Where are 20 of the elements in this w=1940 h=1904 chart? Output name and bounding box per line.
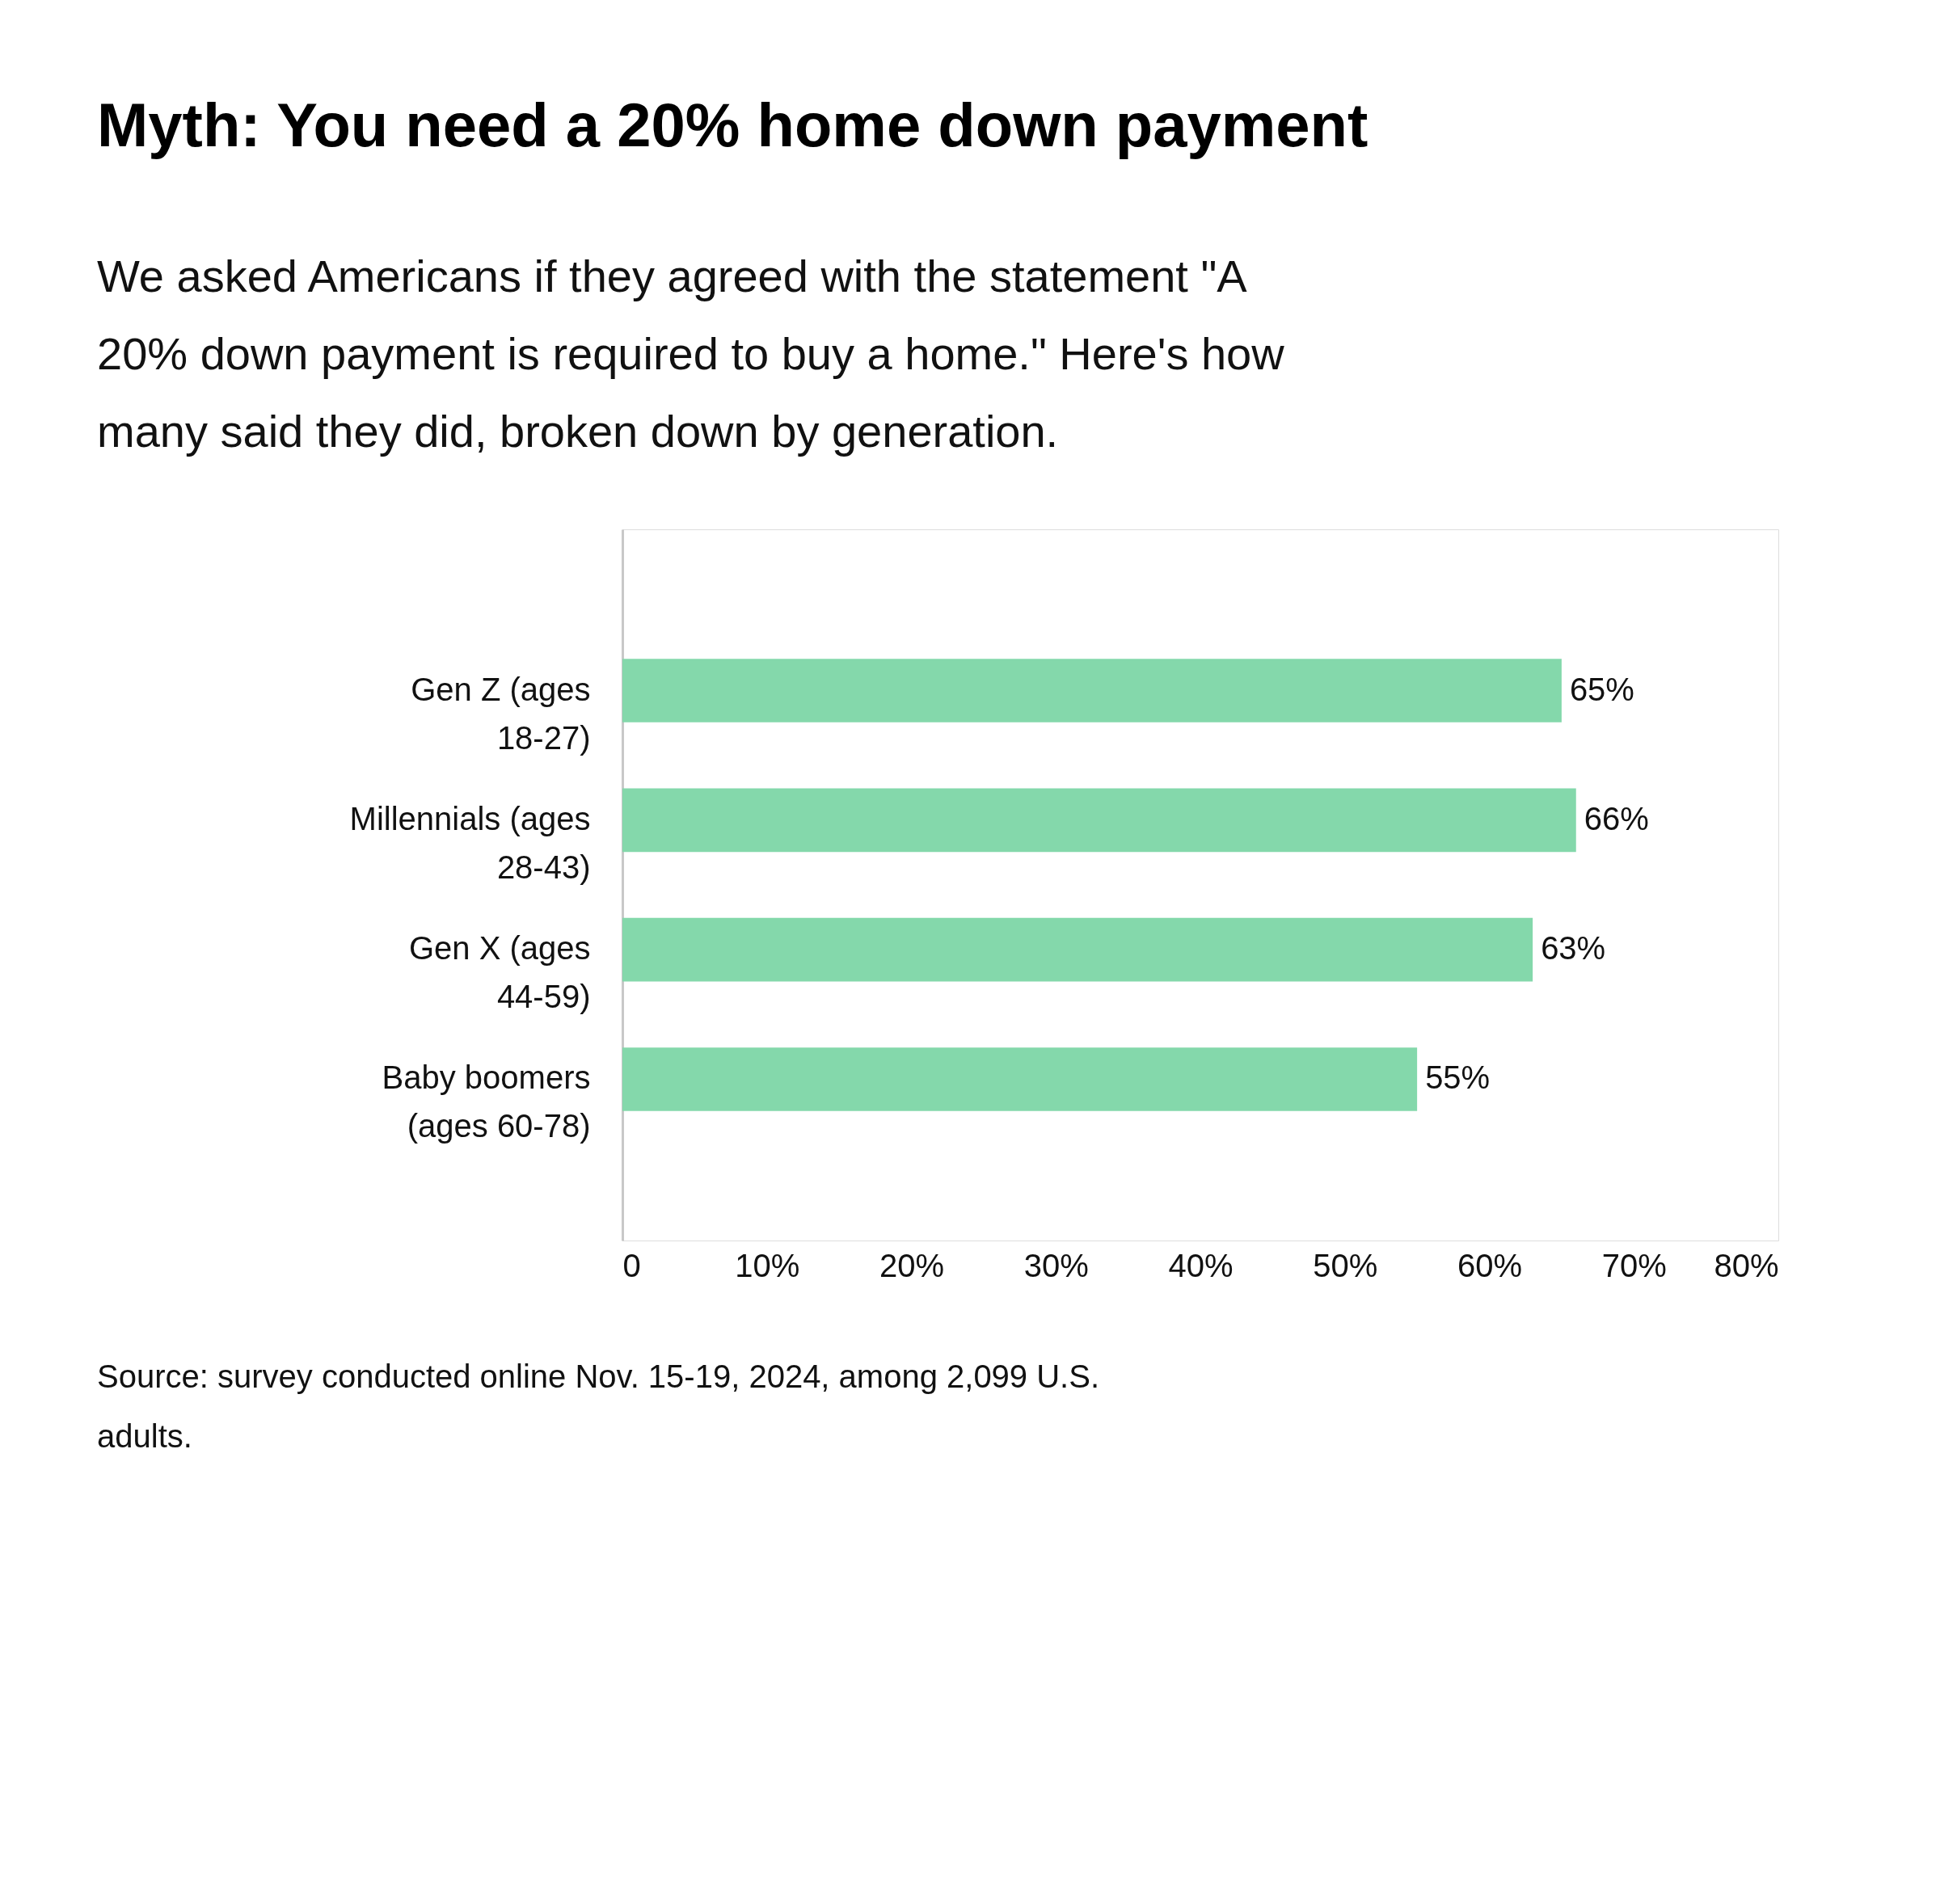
x-tick-label: 70% bbox=[1601, 1247, 1667, 1283]
x-tick-label: 20% bbox=[879, 1247, 945, 1283]
data-label: 66% bbox=[1584, 800, 1649, 836]
source-note: Source: survey conducted online Nov. 15-19, 2024, among 2,099 U.S. adults. bbox=[97, 1358, 1100, 1454]
y-tick-label: Gen Z (ages 18-27) bbox=[411, 671, 591, 756]
data-label: 63% bbox=[1541, 930, 1606, 967]
x-tick-label: 50% bbox=[1313, 1247, 1378, 1283]
x-tick-label: 40% bbox=[1168, 1247, 1234, 1283]
x-tick-label: 10% bbox=[735, 1247, 800, 1283]
x-tick-label: 80% bbox=[1714, 1247, 1779, 1283]
x-tick-label: 60% bbox=[1457, 1247, 1523, 1283]
data-label: 55% bbox=[1425, 1059, 1491, 1096]
y-tick-label: Millennials (ages 28-43) bbox=[349, 800, 591, 885]
y-tick-label: Baby boomers (ages 60-78) bbox=[382, 1059, 591, 1144]
chart-title: Myth: You need a 20% home down payment bbox=[97, 91, 1369, 159]
chart-subtitle: We asked Americans if they agreed with the statement "A 20% down payment is required to buy a home." Here's how many said they did, broken down by generation. bbox=[97, 251, 1285, 457]
y-tick-label: Gen X (ages 44-59) bbox=[408, 930, 591, 1015]
data-label: 65% bbox=[1569, 671, 1634, 707]
x-tick-label: 0 bbox=[622, 1247, 641, 1283]
x-tick-label: 30% bbox=[1023, 1247, 1089, 1283]
